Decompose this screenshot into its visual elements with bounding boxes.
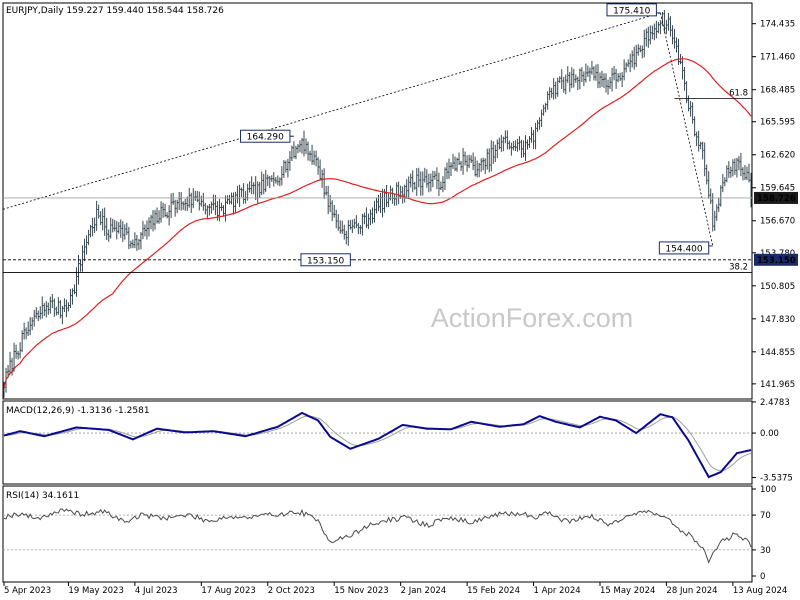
symbol-ohlc-label: EURJPY,Daily 159.227 159.440 158.544 158… <box>6 6 224 16</box>
date-axis: 5 Apr 2023 19 May 2023 4 Jul 2023 17 Aug 20… <box>3 582 787 596</box>
price-tick-label: 165.595 <box>760 118 795 128</box>
support-badge: 153.150 <box>757 256 796 266</box>
price-tick-label: 144.855 <box>760 348 795 358</box>
date-tick-label: 28 Jun 2024 <box>666 586 717 596</box>
price-tick-label: 147.830 <box>760 315 795 325</box>
date-tick-label: 1 Apr 2024 <box>534 586 581 596</box>
price-tick-label: 168.485 <box>760 86 795 96</box>
last-price-badge: 158.726 <box>757 194 796 204</box>
price-annotation-box <box>606 3 657 17</box>
rsi-tick-label: 0 <box>760 572 765 582</box>
date-tick-label: 15 Feb 2024 <box>467 586 520 596</box>
price-frame <box>2 2 753 400</box>
rsi-line <box>3 508 752 564</box>
date-tick-label: 5 Apr 2023 <box>4 586 51 596</box>
rsi-panel: 100 70 30 0 <box>2 485 776 583</box>
last-price-badge-bg <box>754 191 798 204</box>
macd-panel: 2.4783 0.00 -3.5375 <box>2 398 793 485</box>
moving-average-line <box>3 58 752 388</box>
price-panel: 174.435 171.460 168.485 165.595 162.620 159.6… <box>2 2 798 400</box>
rsi-tick-label: 30 <box>760 546 771 556</box>
macd-line <box>3 411 752 479</box>
price-annotation-box <box>658 241 710 255</box>
fib-382-label: 38.2 <box>729 263 748 273</box>
support-badge-bg <box>754 253 798 266</box>
date-tick-label: 4 Jul 2023 <box>135 586 178 596</box>
date-tick-label: 15 May 2024 <box>600 586 655 596</box>
fib-diagonal <box>659 12 714 247</box>
price-tick-label: 141.965 <box>760 380 795 390</box>
macd-signal-line <box>3 415 752 472</box>
price-tick-label: 150.805 <box>760 282 795 292</box>
trend-line <box>2 12 661 210</box>
rsi-tick-label: 100 <box>760 485 776 495</box>
date-tick-label: 17 Aug 2023 <box>201 586 255 596</box>
price-annotation-label: 164.290 <box>247 133 284 143</box>
date-tick-label: 15 Nov 2023 <box>334 586 388 596</box>
macd-tick-label: 2.4783 <box>760 398 790 408</box>
price-tick-label: 159.645 <box>760 184 795 194</box>
price-tick-label: 171.460 <box>760 53 795 63</box>
date-tick-label: 2 Jan 2024 <box>401 586 447 596</box>
date-tick-label: 13 Aug 2024 <box>733 586 787 596</box>
macd-label: MACD(12,26,9) -1.3136 -1.2581 <box>6 406 150 416</box>
macd-tick-label: -3.5375 <box>760 474 793 484</box>
price-annotation-label: 175.410 <box>613 6 650 16</box>
rsi-tick-label: 70 <box>760 511 771 521</box>
date-tick-label: 19 May 2023 <box>68 586 123 596</box>
macd-tick-label: 0.00 <box>760 429 779 439</box>
price-tick-label: 156.670 <box>760 217 795 227</box>
rsi-label: RSI(14) 34.1611 <box>6 491 79 501</box>
watermark: ActionForex.com <box>431 303 634 333</box>
date-tick-label: 2 Oct 2023 <box>268 586 315 596</box>
price-tick-label: 162.620 <box>760 151 795 161</box>
fib-618-label: 61.8 <box>729 89 748 99</box>
macd-frame <box>2 400 753 485</box>
candles-group <box>3 9 752 398</box>
price-annotation-label: 153.150 <box>307 256 344 266</box>
price-annotation-label: 154.400 <box>665 244 702 254</box>
price-tick-label: 174.435 <box>760 20 795 30</box>
rsi-frame <box>2 485 753 583</box>
